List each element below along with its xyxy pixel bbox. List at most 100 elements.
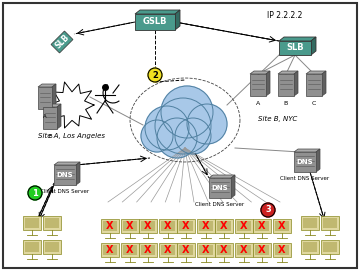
Text: X: X <box>144 245 152 255</box>
Text: X: X <box>126 245 134 255</box>
FancyBboxPatch shape <box>45 242 59 252</box>
Text: X: X <box>144 221 152 231</box>
FancyBboxPatch shape <box>141 245 155 255</box>
Text: X: X <box>164 245 172 255</box>
FancyBboxPatch shape <box>101 219 119 233</box>
FancyBboxPatch shape <box>253 243 271 257</box>
Text: SLB: SLB <box>53 33 71 51</box>
Text: X: X <box>220 221 228 231</box>
Polygon shape <box>57 104 61 129</box>
FancyBboxPatch shape <box>321 216 339 230</box>
Text: B: B <box>284 101 288 106</box>
Polygon shape <box>316 149 320 172</box>
Text: X: X <box>202 221 210 231</box>
Text: C: C <box>312 101 316 106</box>
FancyBboxPatch shape <box>161 245 175 255</box>
Polygon shape <box>279 37 316 41</box>
FancyBboxPatch shape <box>279 41 311 55</box>
Text: X: X <box>258 245 266 255</box>
Text: GSLB: GSLB <box>143 18 167 27</box>
FancyBboxPatch shape <box>199 221 213 231</box>
FancyBboxPatch shape <box>139 243 157 257</box>
Text: A: A <box>256 101 260 106</box>
Text: X: X <box>278 245 286 255</box>
Text: Client DNS Server: Client DNS Server <box>40 189 90 194</box>
Text: 1: 1 <box>32 189 38 198</box>
Circle shape <box>155 98 211 154</box>
Text: X: X <box>182 221 190 231</box>
FancyBboxPatch shape <box>303 242 317 252</box>
Polygon shape <box>175 10 180 30</box>
FancyBboxPatch shape <box>323 242 337 252</box>
FancyBboxPatch shape <box>23 216 41 230</box>
FancyBboxPatch shape <box>25 242 39 252</box>
Text: 3: 3 <box>265 205 271 215</box>
FancyBboxPatch shape <box>303 218 317 228</box>
Text: X: X <box>220 245 228 255</box>
Polygon shape <box>52 84 56 109</box>
Circle shape <box>148 68 162 82</box>
Polygon shape <box>135 10 180 14</box>
FancyBboxPatch shape <box>103 245 117 255</box>
FancyBboxPatch shape <box>301 240 319 254</box>
FancyBboxPatch shape <box>179 221 193 231</box>
FancyBboxPatch shape <box>215 219 233 233</box>
Text: A: A <box>43 114 47 119</box>
Text: SLB: SLB <box>286 44 304 53</box>
FancyBboxPatch shape <box>177 243 195 257</box>
FancyBboxPatch shape <box>121 219 139 233</box>
FancyBboxPatch shape <box>273 243 291 257</box>
FancyBboxPatch shape <box>135 14 175 30</box>
FancyBboxPatch shape <box>25 218 39 228</box>
Text: X: X <box>164 221 172 231</box>
Polygon shape <box>54 162 80 165</box>
FancyBboxPatch shape <box>141 221 155 231</box>
Polygon shape <box>209 175 235 178</box>
Text: 2: 2 <box>152 70 158 79</box>
Polygon shape <box>48 82 94 128</box>
Text: Client DNS Server: Client DNS Server <box>280 176 329 181</box>
Text: X: X <box>106 221 114 231</box>
Circle shape <box>261 203 275 217</box>
FancyBboxPatch shape <box>323 218 337 228</box>
Text: X: X <box>106 245 114 255</box>
Circle shape <box>28 186 42 200</box>
Text: X: X <box>258 221 266 231</box>
FancyBboxPatch shape <box>217 245 231 255</box>
FancyBboxPatch shape <box>217 221 231 231</box>
Text: Site B, NYC: Site B, NYC <box>258 116 298 122</box>
FancyBboxPatch shape <box>43 107 57 129</box>
FancyBboxPatch shape <box>45 218 59 228</box>
Text: DNS: DNS <box>297 159 313 165</box>
Text: B: B <box>48 134 52 139</box>
Circle shape <box>175 118 211 154</box>
Polygon shape <box>43 104 61 107</box>
FancyBboxPatch shape <box>273 219 291 233</box>
Text: X: X <box>240 245 248 255</box>
FancyBboxPatch shape <box>101 243 119 257</box>
FancyBboxPatch shape <box>255 245 269 255</box>
FancyBboxPatch shape <box>301 216 319 230</box>
Circle shape <box>187 104 227 144</box>
Text: X: X <box>240 221 248 231</box>
FancyBboxPatch shape <box>179 245 193 255</box>
Polygon shape <box>231 175 235 198</box>
FancyBboxPatch shape <box>209 178 231 198</box>
Polygon shape <box>294 149 320 152</box>
FancyBboxPatch shape <box>43 240 61 254</box>
FancyBboxPatch shape <box>235 219 253 233</box>
Polygon shape <box>76 162 80 185</box>
Text: X: X <box>202 245 210 255</box>
Polygon shape <box>278 71 298 74</box>
Circle shape <box>157 118 197 158</box>
Text: DNS: DNS <box>57 172 73 178</box>
FancyBboxPatch shape <box>278 74 294 96</box>
FancyBboxPatch shape <box>255 221 269 231</box>
FancyBboxPatch shape <box>139 219 157 233</box>
Text: Site A, Los Angeles: Site A, Los Angeles <box>38 133 105 139</box>
Text: X: X <box>182 245 190 255</box>
FancyBboxPatch shape <box>199 245 213 255</box>
Polygon shape <box>250 71 270 74</box>
FancyBboxPatch shape <box>321 240 339 254</box>
Polygon shape <box>294 71 298 96</box>
